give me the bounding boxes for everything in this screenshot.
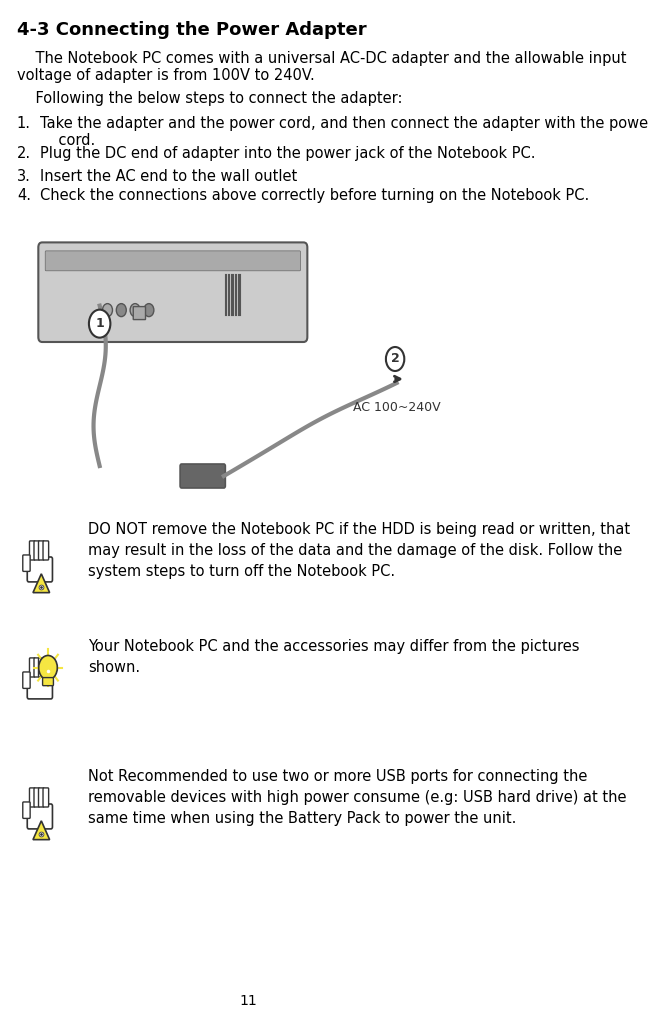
- Circle shape: [89, 310, 110, 338]
- FancyBboxPatch shape: [29, 658, 35, 677]
- Text: 2.: 2.: [17, 146, 31, 161]
- FancyBboxPatch shape: [43, 541, 49, 560]
- FancyBboxPatch shape: [38, 658, 44, 677]
- Text: Take the adapter and the power cord, and then connect the adapter with the power: Take the adapter and the power cord, and…: [40, 116, 649, 149]
- FancyBboxPatch shape: [23, 802, 30, 819]
- FancyBboxPatch shape: [34, 788, 40, 807]
- FancyBboxPatch shape: [43, 677, 53, 685]
- Text: AC 100~240V: AC 100~240V: [353, 401, 441, 415]
- Polygon shape: [33, 821, 49, 839]
- Circle shape: [386, 347, 404, 371]
- FancyBboxPatch shape: [27, 557, 53, 582]
- Circle shape: [130, 304, 140, 317]
- FancyBboxPatch shape: [43, 658, 49, 677]
- Text: 1: 1: [95, 317, 104, 330]
- FancyBboxPatch shape: [38, 242, 308, 342]
- FancyBboxPatch shape: [29, 788, 35, 807]
- Circle shape: [116, 304, 127, 317]
- Text: Check the connections above correctly before turning on the Notebook PC.: Check the connections above correctly be…: [40, 188, 589, 203]
- FancyBboxPatch shape: [23, 672, 30, 688]
- FancyBboxPatch shape: [34, 658, 40, 677]
- Text: Insert the AC end to the wall outlet: Insert the AC end to the wall outlet: [40, 169, 297, 184]
- FancyBboxPatch shape: [38, 541, 44, 560]
- FancyBboxPatch shape: [27, 674, 53, 699]
- Text: Not Recommended to use two or more USB ports for connecting the
removable device: Not Recommended to use two or more USB p…: [88, 770, 627, 826]
- FancyBboxPatch shape: [43, 788, 49, 807]
- FancyBboxPatch shape: [180, 464, 225, 488]
- Text: 4.: 4.: [17, 188, 31, 203]
- FancyBboxPatch shape: [133, 307, 145, 319]
- Text: 2: 2: [391, 353, 400, 365]
- FancyBboxPatch shape: [29, 541, 35, 560]
- Text: Plug the DC end of adapter into the power jack of the Notebook PC.: Plug the DC end of adapter into the powe…: [40, 146, 535, 161]
- FancyBboxPatch shape: [38, 788, 44, 807]
- Polygon shape: [33, 574, 49, 593]
- FancyBboxPatch shape: [27, 804, 53, 829]
- Text: Your Notebook PC and the accessories may differ from the pictures
shown.: Your Notebook PC and the accessories may…: [88, 639, 580, 675]
- Circle shape: [103, 304, 112, 317]
- FancyBboxPatch shape: [23, 555, 30, 571]
- Text: 4-3 Connecting the Power Adapter: 4-3 Connecting the Power Adapter: [17, 21, 367, 39]
- FancyBboxPatch shape: [34, 541, 40, 560]
- Text: 3.: 3.: [17, 169, 31, 184]
- FancyBboxPatch shape: [45, 251, 300, 271]
- Circle shape: [144, 304, 154, 317]
- Text: 11: 11: [240, 994, 258, 1008]
- Text: Following the below steps to connect the adapter:: Following the below steps to connect the…: [17, 91, 402, 106]
- Text: DO NOT remove the Notebook PC if the HDD is being read or written, that
may resu: DO NOT remove the Notebook PC if the HDD…: [88, 522, 630, 579]
- Circle shape: [39, 656, 57, 680]
- Text: The Notebook PC comes with a universal AC-DC adapter and the allowable input
vol: The Notebook PC comes with a universal A…: [17, 51, 626, 83]
- Text: 1.: 1.: [17, 116, 31, 131]
